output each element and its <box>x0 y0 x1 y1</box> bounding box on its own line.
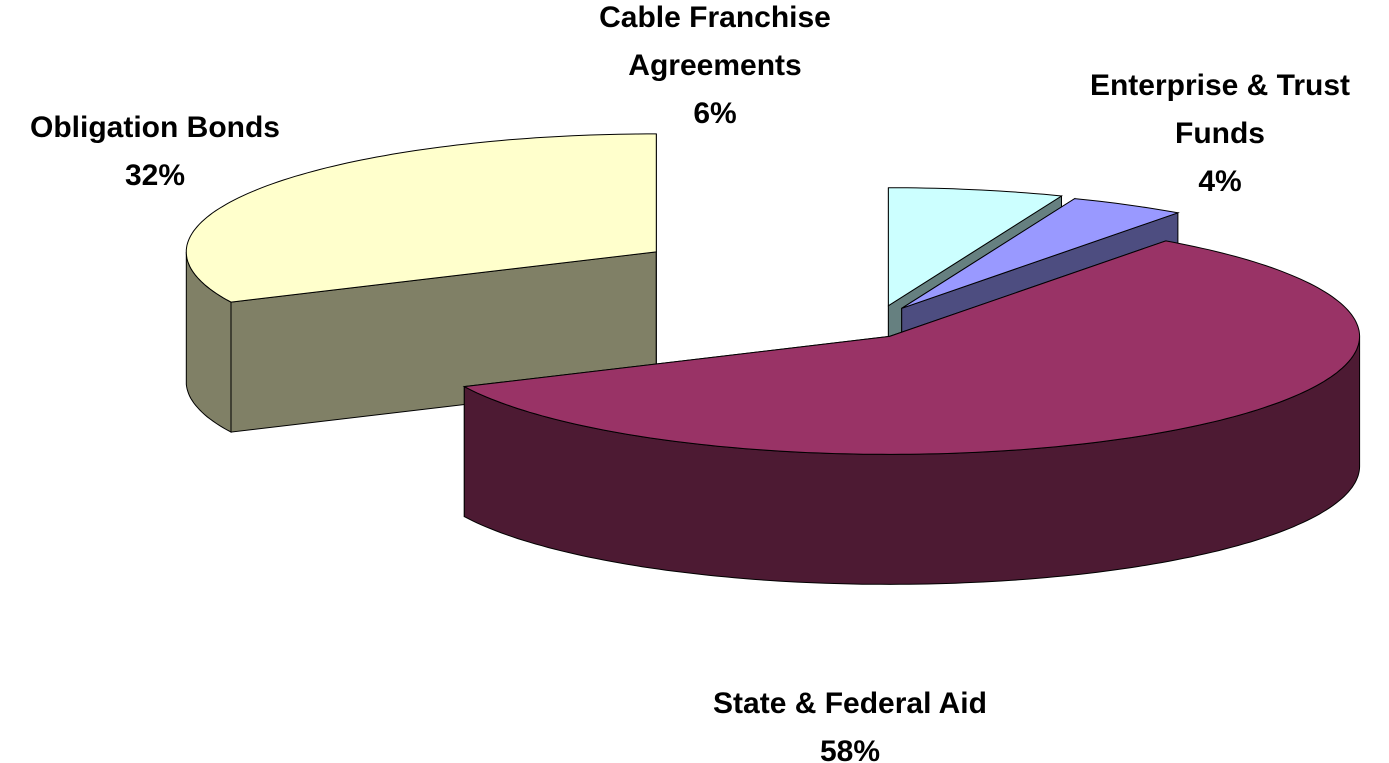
value-label: 32% <box>124 159 186 192</box>
slice-label: Obligation Bonds 32% <box>0 104 320 200</box>
value-label: 58% <box>819 735 881 763</box>
category-label: Enterprise & Trust Funds <box>1089 69 1351 150</box>
slice-label: Enterprise & Trust Funds 4% <box>1045 62 1389 206</box>
slice-label: Cable Franchise Agreements 6% <box>560 0 870 138</box>
value-label: 6% <box>693 97 737 130</box>
slice <box>901 198 1180 309</box>
category-label: Obligation Bonds <box>30 111 280 144</box>
slice-label: State & Federal Aid 58% <box>640 680 1060 763</box>
value-label: 4% <box>1198 165 1242 198</box>
slice <box>887 187 1063 307</box>
slice <box>185 133 657 303</box>
slice <box>462 240 1361 455</box>
category-label: State & Federal Aid <box>713 687 987 720</box>
category-label: Cable Franchise Agreements <box>599 1 831 82</box>
